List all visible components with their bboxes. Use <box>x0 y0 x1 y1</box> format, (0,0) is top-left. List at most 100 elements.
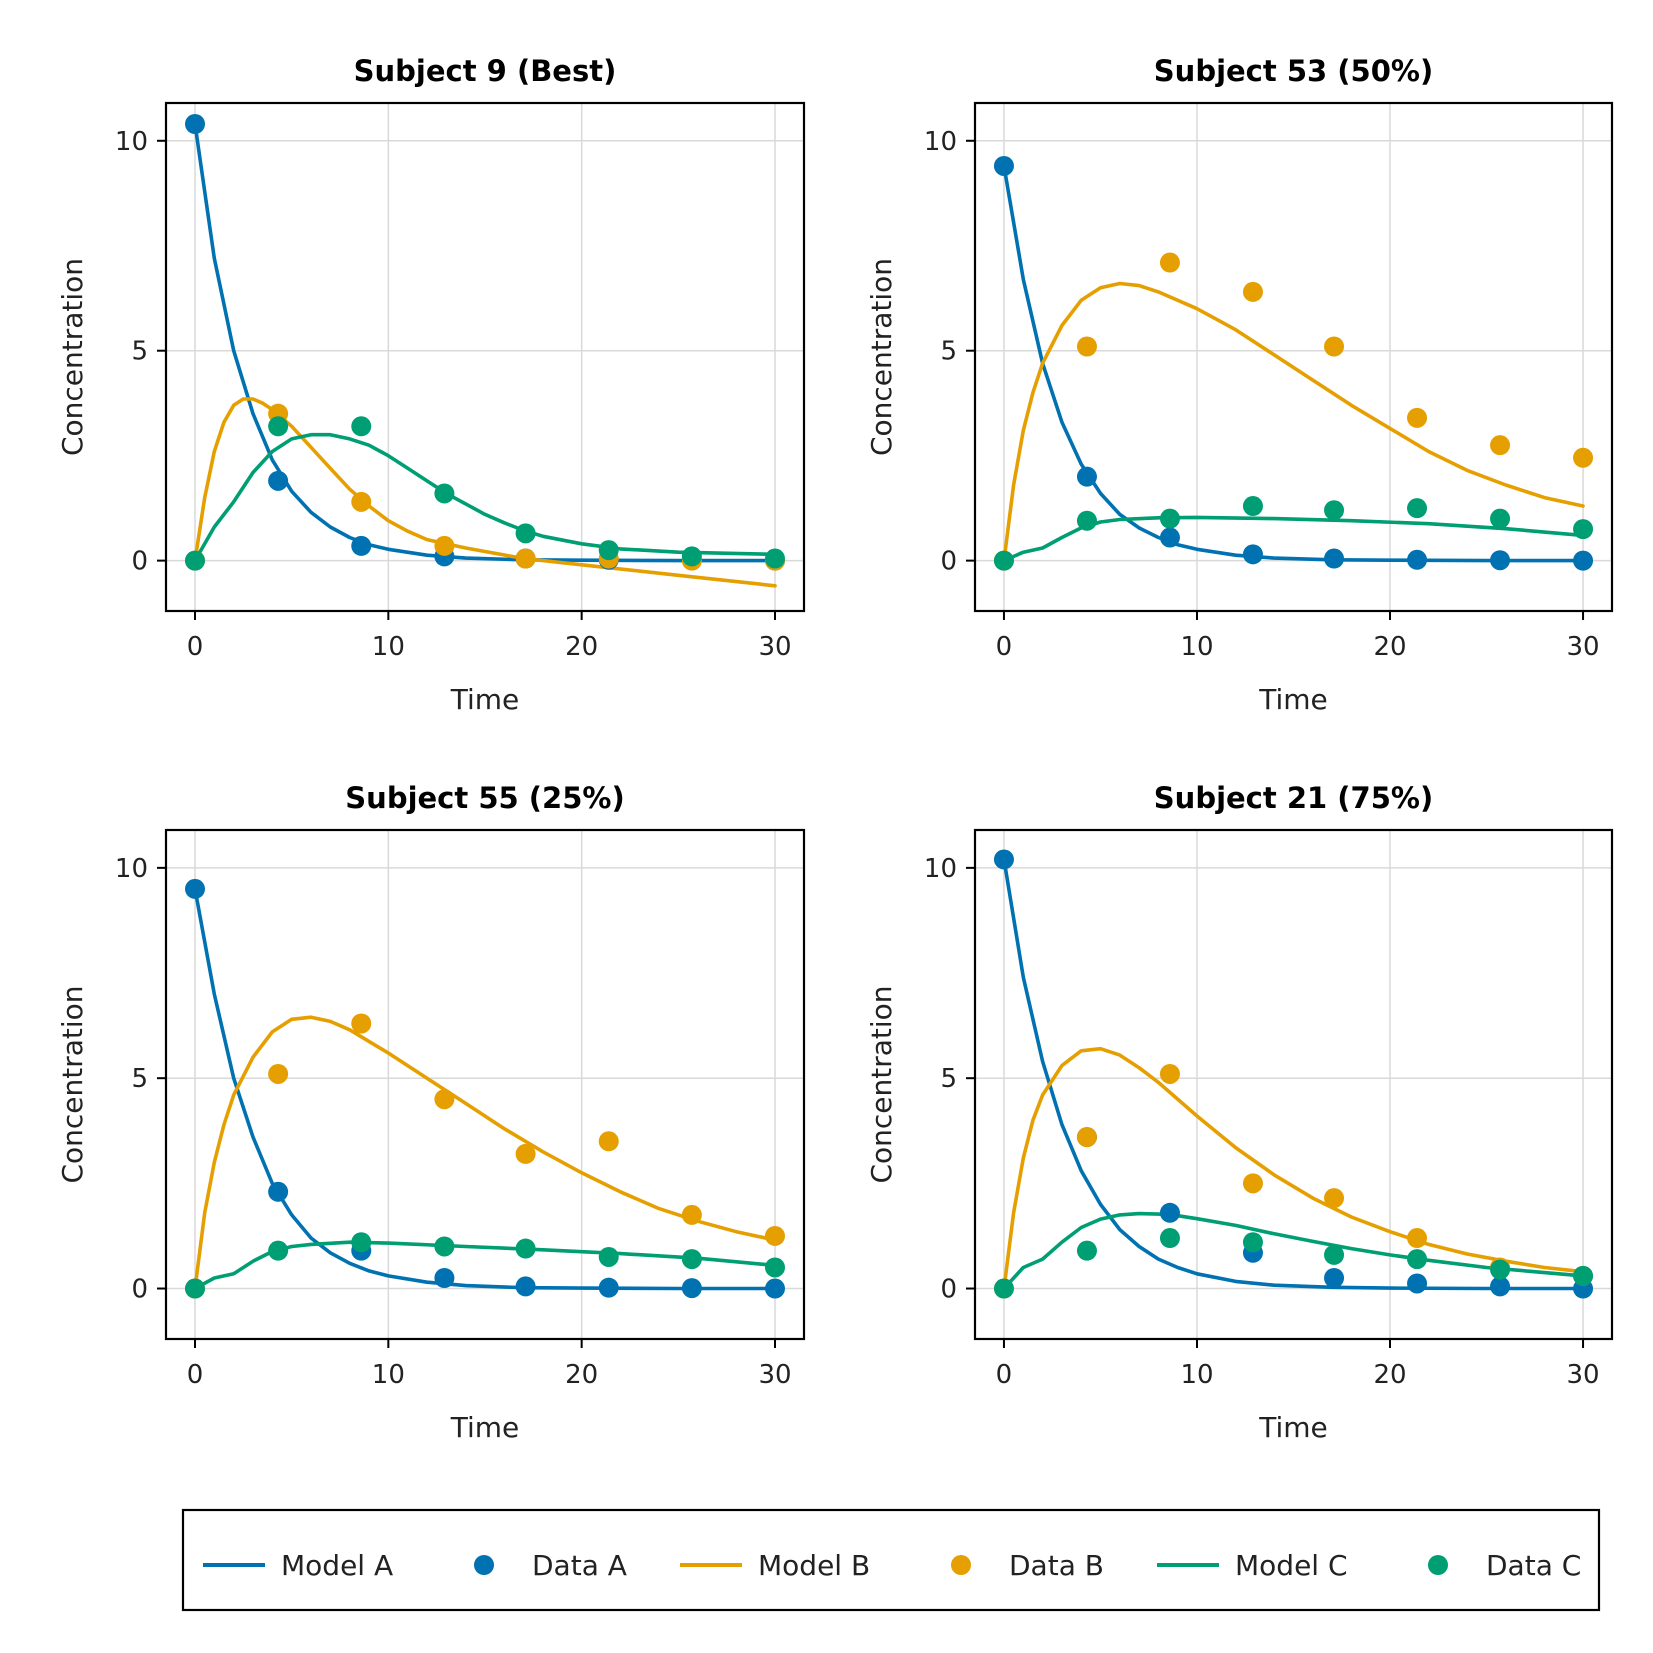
x-tick-label: 20 <box>1373 1360 1406 1390</box>
y-tick-label: 10 <box>115 127 148 157</box>
x-tick-label: 0 <box>187 632 204 662</box>
x-tick-label: 30 <box>1566 1360 1599 1390</box>
data-point-data-b <box>515 1143 536 1164</box>
data-point-data-c <box>1242 496 1263 517</box>
axes-frame <box>164 101 806 613</box>
legend-label: Data C <box>1486 1549 1581 1582</box>
data-point-data-c <box>434 1236 455 1257</box>
data-point-data-a <box>993 849 1014 870</box>
data-point-data-a <box>185 878 205 899</box>
series-line-model-b <box>193 397 777 588</box>
subplot-title: Subject 21 (75%) <box>1154 781 1433 815</box>
x-axis-label: Time <box>1258 1411 1328 1444</box>
data-point-data-a <box>1324 548 1345 569</box>
data-point-data-c <box>598 540 619 561</box>
legend-label: Data A <box>532 1549 627 1582</box>
data-point-data-b <box>434 535 455 556</box>
data-point-data-b <box>1076 1127 1097 1148</box>
data-point-data-c <box>351 1232 372 1253</box>
data-point-data-c <box>993 1278 1014 1299</box>
data-point-data-c <box>598 1246 619 1267</box>
data-point-data-b <box>1490 435 1511 456</box>
legend-marker-swatch <box>951 1555 971 1575</box>
x-tick-label: 20 <box>565 1360 598 1390</box>
data-point-data-a <box>515 1276 536 1297</box>
data-point-data-c <box>1573 519 1594 540</box>
legend-marker-swatch <box>1428 1555 1448 1575</box>
data-point-data-b <box>1076 336 1097 357</box>
x-tick-label: 10 <box>1180 1360 1213 1390</box>
y-tick-label: 5 <box>940 1064 957 1094</box>
data-point-data-a <box>1407 1273 1428 1294</box>
data-point-data-b <box>1324 1188 1345 1209</box>
legend-item-data-c: Data C <box>1428 1549 1581 1582</box>
data-point-data-a <box>1490 1276 1511 1297</box>
legend: Model A Data A Model B Data B Model C Data C <box>181 1508 1601 1612</box>
y-axis-label: Concentration <box>865 258 898 456</box>
data-point-data-a <box>434 1268 455 1289</box>
data-point-data-c <box>1159 1228 1180 1249</box>
data-point-data-a <box>1490 550 1511 571</box>
plot-area <box>993 849 1594 1299</box>
series-line-model-b <box>1002 281 1585 563</box>
data-point-data-a <box>993 155 1014 176</box>
series-line-model-a <box>1002 857 1585 1291</box>
x-tick-label: 10 <box>372 1360 405 1390</box>
series-line-model-a <box>1002 164 1585 563</box>
subplot-grid: 0 10 20 30 0 5 10 Subject 9 (Best) Time Concentra… <box>56 54 1614 1444</box>
data-point-data-c <box>681 1249 702 1270</box>
data-point-data-c <box>1242 1232 1263 1253</box>
axes-frame <box>973 101 1614 613</box>
series-line-model-b <box>1002 1046 1585 1291</box>
data-point-data-c <box>1324 1244 1345 1265</box>
data-point-data-c <box>515 1238 536 1259</box>
legend-item-data-b: Data B <box>951 1549 1104 1582</box>
x-tick-label: 30 <box>758 632 791 662</box>
data-point-data-c <box>1490 508 1511 529</box>
data-point-data-c <box>185 1278 205 1299</box>
subplot-2: 0 10 20 30 0 5 10 Subject 53 (50%) Time Concentra… <box>865 54 1614 716</box>
legend-label: Model B <box>758 1549 870 1582</box>
axes-frame <box>973 828 1614 1341</box>
legend-label: Data B <box>1009 1549 1104 1582</box>
data-point-data-b <box>351 1013 372 1034</box>
data-point-data-c <box>681 546 702 567</box>
axes-frame <box>164 828 806 1341</box>
data-point-data-a <box>268 1181 289 1202</box>
data-point-data-b <box>351 491 372 512</box>
data-point-data-a <box>1159 1202 1180 1223</box>
plot-area <box>185 113 785 588</box>
series-line-model-c <box>1002 515 1585 563</box>
data-point-data-c <box>515 523 536 544</box>
data-point-data-b <box>1407 1228 1428 1249</box>
x-tick-label: 20 <box>1373 632 1406 662</box>
data-point-data-a <box>1242 544 1263 565</box>
y-tick-label: 5 <box>131 1064 148 1094</box>
data-point-data-b <box>765 1225 785 1246</box>
legend-item-model-b: Model B <box>680 1549 870 1582</box>
x-tick-label: 0 <box>996 632 1013 662</box>
data-point-data-c <box>1407 498 1428 519</box>
legend-marker-swatch <box>474 1555 494 1575</box>
legend-item-model-a: Model A <box>203 1549 393 1582</box>
x-tick-label: 10 <box>1180 632 1213 662</box>
data-point-data-c <box>268 1240 289 1261</box>
legend-frame <box>181 1508 1601 1612</box>
data-point-data-c <box>1076 1240 1097 1261</box>
legend-item-data-a: Data A <box>474 1549 627 1582</box>
data-point-data-b <box>1242 281 1263 302</box>
data-point-data-c <box>765 548 785 569</box>
legend-item-model-c: Model C <box>1157 1549 1348 1582</box>
data-point-data-b <box>598 1131 619 1152</box>
subplot-title: Subject 53 (50%) <box>1154 54 1433 88</box>
data-point-data-b <box>434 1089 455 1110</box>
plot-area <box>993 155 1594 571</box>
data-point-data-b <box>1573 447 1594 468</box>
data-point-data-c <box>185 550 205 571</box>
series-line-model-b <box>193 1015 777 1291</box>
y-tick-label: 10 <box>924 127 957 157</box>
subplot-4: 0 10 20 30 0 5 10 Subject 21 (75%) Time Concentra… <box>865 781 1614 1444</box>
data-point-data-b <box>1407 407 1428 428</box>
data-point-data-a <box>681 1278 702 1299</box>
